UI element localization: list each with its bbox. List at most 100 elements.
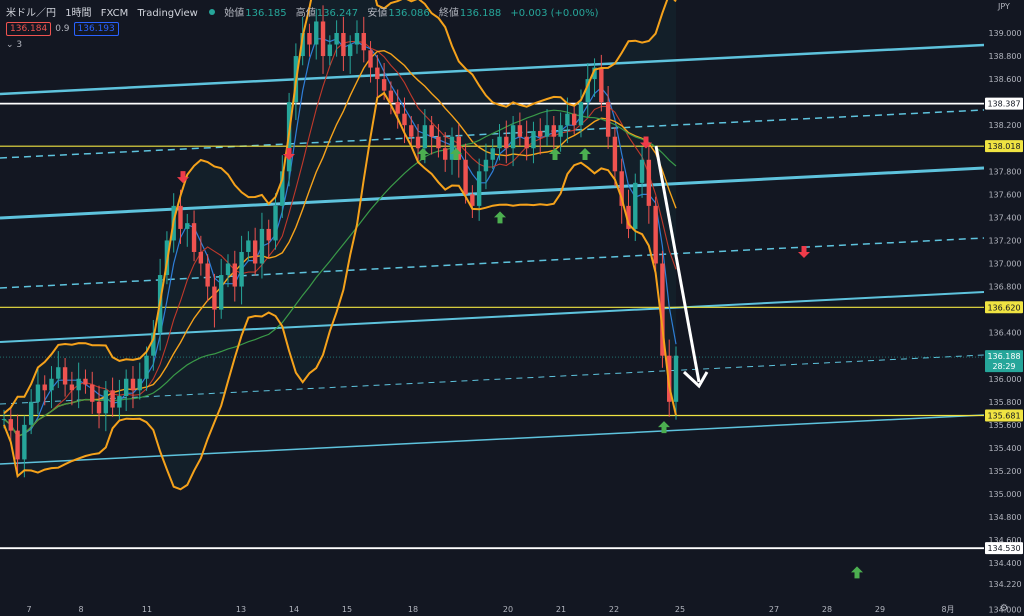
candle-body	[633, 182, 638, 229]
y-tick-label: 137.400	[988, 213, 1021, 222]
y-tick-label: 135.000	[988, 490, 1021, 499]
price-level-label: 138.387	[987, 100, 1020, 109]
candle-body	[56, 367, 61, 379]
y-tick-label: 137.600	[988, 190, 1021, 199]
candle-body	[205, 263, 210, 287]
x-tick-label: 8月	[941, 605, 954, 614]
time-axis	[0, 600, 984, 616]
candle-body	[266, 228, 271, 241]
price-level-tag	[985, 140, 1023, 153]
candle-body	[653, 205, 658, 264]
candle-body	[571, 113, 577, 126]
candle-body	[314, 21, 319, 45]
candle-body	[361, 33, 366, 51]
price-level-label: 136.620	[987, 303, 1020, 312]
close-value: 136.188	[459, 8, 502, 19]
candle-body	[69, 384, 75, 391]
candle-body	[280, 171, 285, 206]
candle-body	[531, 130, 536, 149]
channel-line	[0, 43, 985, 96]
candle-body	[347, 44, 353, 57]
candle-body	[191, 223, 197, 252]
candle-body	[219, 275, 224, 310]
candle-body	[28, 401, 34, 425]
ma-mid-line	[3, 41, 677, 438]
candle-body	[429, 125, 434, 137]
price-level-tag	[985, 409, 1023, 422]
platform-label: TradingView	[137, 8, 198, 19]
y-tick-label: 137.200	[988, 236, 1021, 245]
interval-label[interactable]: 1時間	[65, 8, 92, 19]
buy-button[interactable]: 136.193	[73, 22, 119, 36]
buy-signal-arrow-up-icon	[579, 148, 591, 161]
y-tick-label: 138.800	[988, 52, 1021, 61]
candle-body	[178, 205, 183, 229]
symbol-name[interactable]: 米ドル／円	[6, 8, 56, 19]
sell-signal-arrow-down-icon	[798, 245, 810, 258]
price-level-label: 135.681	[987, 412, 1020, 421]
high-label: 高値	[295, 8, 316, 19]
candle-body	[83, 378, 88, 385]
spread-value: 0.9	[55, 24, 70, 34]
candle-body	[273, 205, 278, 241]
y-tick-label: 134.600	[988, 536, 1021, 545]
price-level-tag	[985, 301, 1023, 314]
candle-body	[605, 102, 611, 137]
candle-body	[252, 240, 258, 264]
y-tick-label: 136.400	[988, 329, 1021, 338]
candle-body	[49, 378, 54, 391]
candle-body	[646, 159, 652, 206]
candle-body	[76, 378, 81, 391]
x-tick-label: 18	[408, 605, 418, 614]
y-tick-label: 134.800	[988, 513, 1021, 522]
bollinger-cloud	[4, 0, 676, 490]
candle-body	[327, 44, 333, 57]
candle-body	[42, 384, 47, 391]
candle-body	[103, 390, 109, 414]
candle-body	[490, 148, 495, 160]
candle-body	[22, 424, 27, 460]
candle-body	[15, 430, 20, 460]
candle-body	[449, 136, 455, 160]
candle-body	[381, 79, 387, 91]
buy-signal-arrow-up-icon	[494, 211, 506, 224]
candle-body	[504, 136, 509, 149]
y-tick-label: 135.800	[988, 398, 1021, 407]
bollinger-upper-band	[3, 0, 677, 415]
candle-body	[578, 102, 584, 126]
sell-button[interactable]: 136.184	[6, 22, 52, 36]
currency-label: JPY	[997, 2, 1010, 11]
candle-body	[415, 136, 421, 149]
change-value: +0.003 (+0.00%)	[510, 8, 599, 19]
settings-gear-icon[interactable]: ⚙	[1000, 603, 1009, 614]
candle-body	[334, 33, 339, 45]
candle-body	[300, 33, 305, 57]
candle-body	[354, 33, 360, 45]
y-tick-label: 138.200	[988, 121, 1021, 130]
current-price-label: 136.188	[987, 352, 1020, 361]
y-tick-label: 135.200	[988, 467, 1021, 476]
candle-body	[320, 21, 326, 57]
sell-signal-arrow-down-icon	[177, 171, 189, 184]
indicators-toggle[interactable]: ⌄ 3	[6, 40, 22, 50]
indicators-count: 3	[16, 40, 23, 50]
candle-body	[232, 263, 237, 287]
x-tick-label: 14	[289, 605, 299, 614]
close-label: 終値	[438, 8, 459, 19]
y-tick-label: 135.400	[988, 444, 1021, 453]
y-tick-label: 139.000	[988, 29, 1021, 38]
candle-body	[517, 125, 523, 137]
y-tick-label: 138.600	[988, 75, 1021, 84]
price-level-label: 138.018	[987, 142, 1020, 151]
candle-body	[307, 33, 312, 45]
low-label: 安値	[367, 8, 388, 19]
x-tick-label: 25	[675, 605, 685, 614]
candle-body	[565, 113, 570, 126]
candle-body	[544, 125, 550, 137]
candle-body	[62, 367, 68, 385]
candle-body	[476, 171, 482, 206]
candle-body	[422, 125, 428, 149]
y-tick-label: 134.000	[988, 605, 1021, 614]
